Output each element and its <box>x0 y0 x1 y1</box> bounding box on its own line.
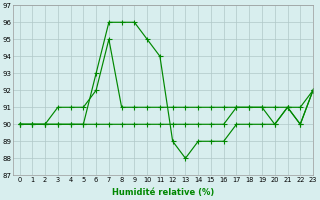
X-axis label: Humidité relative (%): Humidité relative (%) <box>112 188 214 197</box>
